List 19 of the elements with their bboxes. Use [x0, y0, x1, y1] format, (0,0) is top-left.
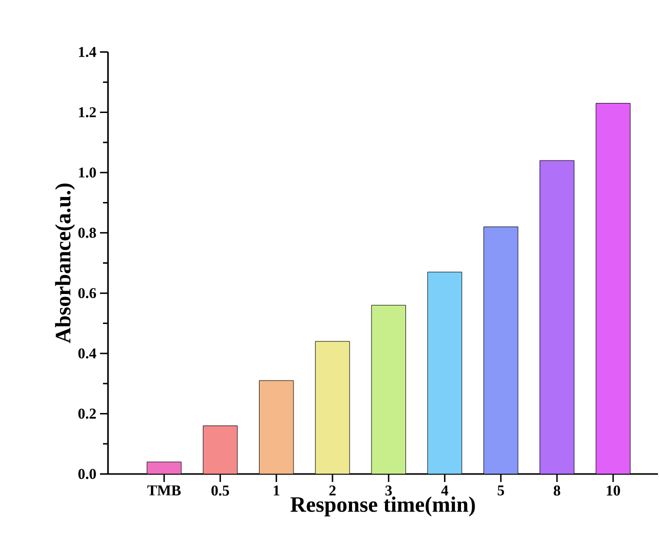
x-axis-title: Response time(min): [290, 496, 475, 516]
x-tick-label: 10: [606, 486, 620, 496]
y-axis-title: Absorbance(a.u.): [55, 184, 75, 344]
y-tick-label: 1.0: [79, 167, 96, 178]
x-tick-label: 1: [274, 486, 280, 496]
x-tick-label: 2: [329, 486, 336, 496]
x-tick-label: TMB: [147, 486, 181, 496]
x-tick-label: 8: [554, 486, 560, 496]
x-tick-label: 5: [498, 486, 504, 496]
y-tick-label: 0.8: [78, 228, 96, 238]
x-tick-label: 4: [441, 486, 448, 496]
x-tick-label: 3: [385, 486, 392, 496]
x-tick-label: 0.5: [211, 486, 230, 496]
y-tick-label: 0.6: [78, 288, 96, 298]
y-tick-label: 0.2: [78, 408, 96, 419]
y-tick-label: 0.0: [78, 468, 96, 480]
y-tick-label: 1.4: [79, 46, 96, 58]
y-tick-label: 0.4: [78, 348, 96, 359]
y-tick-label: 1.2: [79, 107, 96, 118]
